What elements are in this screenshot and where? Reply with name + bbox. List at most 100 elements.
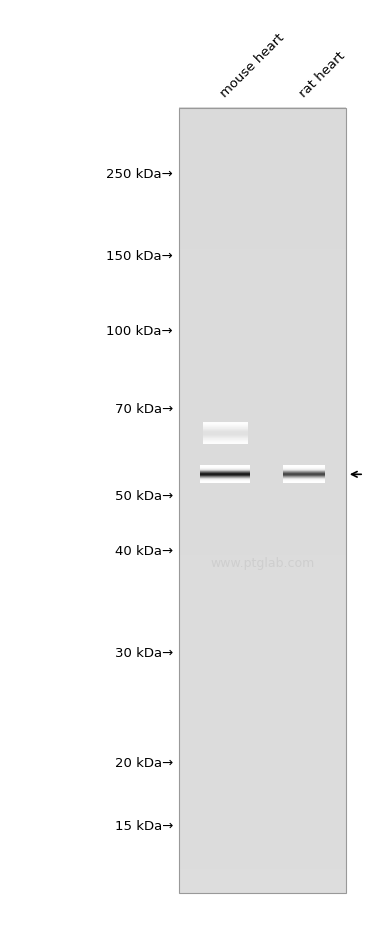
Bar bbox=[179, 876, 346, 885]
Bar bbox=[179, 240, 346, 249]
Text: 250 kDa→: 250 kDa→ bbox=[106, 167, 173, 180]
Bar bbox=[179, 483, 346, 493]
Bar bbox=[179, 523, 346, 532]
Bar bbox=[179, 649, 346, 657]
Bar bbox=[179, 751, 346, 759]
Bar bbox=[179, 774, 346, 783]
Bar bbox=[179, 303, 346, 311]
Bar bbox=[179, 264, 346, 272]
Bar bbox=[179, 224, 346, 233]
Bar bbox=[179, 640, 346, 650]
Bar bbox=[179, 209, 346, 218]
Bar bbox=[179, 295, 346, 304]
Bar bbox=[179, 806, 346, 814]
Text: 15 kDa→: 15 kDa→ bbox=[114, 820, 173, 833]
Bar bbox=[179, 767, 346, 775]
Bar bbox=[179, 153, 346, 163]
Bar bbox=[179, 232, 346, 241]
Bar bbox=[179, 405, 346, 414]
Bar bbox=[179, 468, 346, 477]
Bar bbox=[179, 539, 346, 547]
Bar bbox=[179, 444, 346, 453]
Bar bbox=[179, 696, 346, 704]
Bar bbox=[179, 319, 346, 327]
Bar bbox=[179, 656, 346, 665]
Bar bbox=[179, 437, 346, 445]
Bar bbox=[179, 326, 346, 336]
Text: 70 kDa→: 70 kDa→ bbox=[115, 403, 173, 416]
Bar bbox=[179, 735, 346, 743]
Text: 100 kDa→: 100 kDa→ bbox=[106, 324, 173, 338]
Bar bbox=[179, 146, 346, 154]
Bar bbox=[179, 492, 346, 500]
Bar bbox=[179, 688, 346, 697]
Bar bbox=[179, 381, 346, 390]
Bar bbox=[179, 178, 346, 186]
Bar bbox=[179, 601, 346, 611]
Bar bbox=[179, 712, 346, 720]
Bar bbox=[179, 476, 346, 484]
Bar bbox=[179, 680, 346, 689]
Bar bbox=[179, 499, 346, 508]
Bar bbox=[179, 860, 346, 870]
Bar bbox=[179, 374, 346, 382]
Bar bbox=[179, 107, 346, 115]
Bar bbox=[179, 813, 346, 822]
Bar bbox=[179, 287, 346, 296]
Bar bbox=[179, 389, 346, 398]
Bar bbox=[179, 610, 346, 618]
Bar bbox=[179, 428, 346, 438]
Bar bbox=[179, 829, 346, 838]
Bar bbox=[179, 114, 346, 123]
Bar bbox=[179, 342, 346, 351]
Bar bbox=[179, 885, 346, 893]
Bar bbox=[179, 664, 346, 673]
Text: 40 kDa→: 40 kDa→ bbox=[115, 545, 173, 558]
Bar bbox=[179, 217, 346, 225]
Bar bbox=[179, 453, 346, 461]
Bar bbox=[179, 758, 346, 768]
Bar bbox=[179, 248, 346, 257]
Bar bbox=[179, 798, 346, 807]
Bar bbox=[179, 310, 346, 320]
Bar bbox=[179, 169, 346, 179]
Bar bbox=[179, 703, 346, 712]
Bar bbox=[179, 515, 346, 524]
Bar bbox=[179, 625, 346, 634]
Text: 150 kDa→: 150 kDa→ bbox=[106, 251, 173, 264]
Bar bbox=[179, 138, 346, 147]
Bar bbox=[179, 335, 346, 343]
Bar bbox=[179, 507, 346, 516]
Bar bbox=[179, 719, 346, 728]
Bar bbox=[179, 546, 346, 555]
Text: 50 kDa→: 50 kDa→ bbox=[115, 490, 173, 503]
Bar bbox=[179, 531, 346, 539]
Bar bbox=[179, 578, 346, 586]
Text: 30 kDa→: 30 kDa→ bbox=[115, 647, 173, 660]
Bar bbox=[179, 130, 346, 139]
Bar bbox=[179, 350, 346, 359]
Bar bbox=[179, 271, 346, 280]
Bar bbox=[179, 821, 346, 830]
Text: mouse heart: mouse heart bbox=[218, 31, 287, 100]
Bar bbox=[179, 727, 346, 736]
Bar bbox=[179, 185, 346, 194]
Bar bbox=[179, 201, 346, 209]
Bar bbox=[179, 554, 346, 563]
Bar bbox=[179, 193, 346, 202]
Bar bbox=[179, 845, 346, 854]
Bar bbox=[179, 562, 346, 571]
Bar bbox=[179, 790, 346, 798]
Bar bbox=[179, 633, 346, 641]
Bar bbox=[179, 460, 346, 468]
Bar bbox=[179, 256, 346, 265]
Text: www.ptglab.com: www.ptglab.com bbox=[210, 556, 314, 569]
Bar bbox=[179, 413, 346, 422]
Bar bbox=[179, 366, 346, 375]
Bar bbox=[179, 585, 346, 595]
Bar bbox=[179, 358, 346, 367]
Bar bbox=[179, 594, 346, 602]
Text: rat heart: rat heart bbox=[297, 50, 347, 100]
Bar bbox=[179, 421, 346, 429]
Bar bbox=[179, 108, 346, 893]
